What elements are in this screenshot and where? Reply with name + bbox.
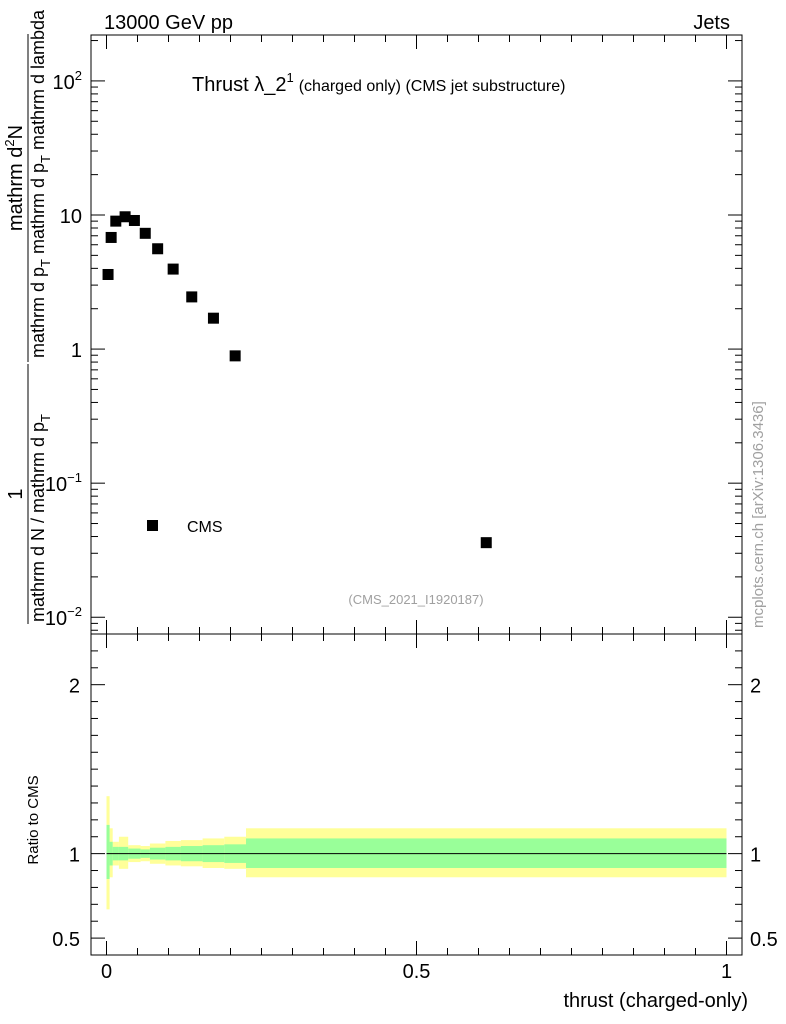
ylabel-frac2-denominator: mathrm d pT mathrm d pT mathrm d lambda [28,9,53,358]
data-point [207,312,219,324]
main-plot-frame [90,34,743,635]
data-point [110,215,122,227]
ratio-y-tick-label-right: 1 [750,845,761,867]
ratio-y-tick-label-right: 2 [750,676,761,698]
ratio-uncertainty-bands [106,796,727,910]
y-tick-label: 102 [53,68,82,94]
legend-label: CMS [187,519,223,536]
side-credit-label: mcplots.cern.ch [arXiv:1306.3436] [750,401,767,628]
ratio-y-tick-label-right: 0.5 [750,929,778,951]
data-points [102,211,492,549]
ratio-y-tick-label-left: 0.5 [52,929,80,951]
data-point [128,214,140,226]
x-axis-label: thrust (charged-only) [563,990,748,1012]
ylabel-frac1-numerator: 1 [5,488,27,499]
x-tick-labels: 0 0.5 1 [101,961,732,983]
header-category: Jets [693,12,730,34]
x-tick-label: 0.5 [403,961,431,983]
header-process: 13000 GeV pp [104,12,233,34]
ylabel-frac2-numerator: mathrm d2N [2,125,27,231]
ylabel-frac1-denominator: mathrm d N / mathrm d pT [28,414,53,622]
data-point [139,227,151,239]
ratio-axis-ticks [91,634,742,955]
main-y-axis-label: 1 mathrm d N / mathrm d pT mathrm d2N ma… [2,9,53,624]
data-point [102,268,114,280]
y-tick-label: 10 [60,206,82,228]
data-point [229,350,241,362]
plot-title: Thrust λ_21(charged only) (CMS jet subst… [192,70,565,96]
ratio-plot-frame [90,633,743,956]
ratio-y-tick-label-left: 1 [69,845,80,867]
y-tick-label: 1 [71,340,82,362]
data-point [119,211,131,223]
legend-marker [147,520,158,531]
main-y-tick-labels: 10−2 10−1 1 10 102 [45,68,82,630]
y-tick-label: 10−1 [45,470,82,496]
ratio-y-tick-labels: 0.5 0.5 1 1 2 2 [52,676,778,951]
main-axis-ticks [91,35,742,634]
analysis-watermark: (CMS_2021_I1920187) [348,592,483,607]
data-point [152,243,164,255]
data-point [186,291,198,303]
y-tick-label: 10−2 [45,604,82,630]
inner-band [106,824,110,879]
ratio-y-axis-label: Ratio to CMS [25,775,42,864]
data-point [480,537,492,549]
ratio-y-tick-label-left: 2 [69,676,80,698]
x-tick-label: 1 [721,961,732,983]
x-tick-label: 0 [101,961,112,983]
data-point [167,263,179,275]
data-point [105,231,117,243]
